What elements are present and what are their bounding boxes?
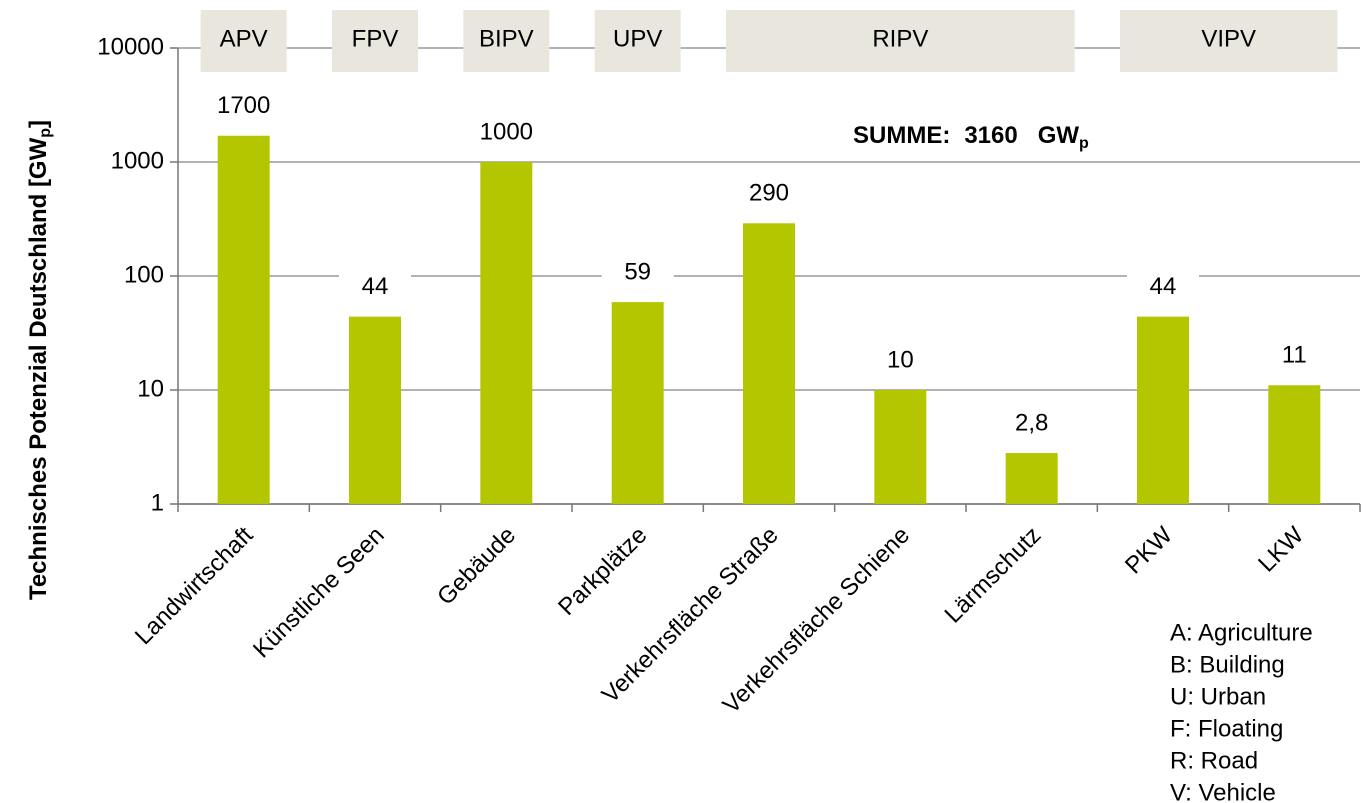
value-label-bg	[1127, 272, 1199, 303]
note: F: Floating	[1170, 715, 1283, 742]
note: A: Agriculture	[1170, 619, 1313, 646]
x-tick-label: Gebäude	[432, 522, 521, 611]
note: U: Urban	[1170, 683, 1266, 710]
bar	[349, 316, 401, 504]
group-label: APV	[220, 25, 268, 52]
note: B: Building	[1170, 651, 1285, 678]
value-label: 1700	[217, 92, 270, 119]
group-box	[332, 10, 418, 72]
value-label: 44	[1150, 273, 1177, 300]
bar	[1137, 316, 1189, 504]
x-tick-label: PKW	[1120, 521, 1178, 579]
bar	[480, 162, 533, 504]
bar	[217, 135, 270, 504]
x-tick-label: Landwirtschaft	[130, 521, 259, 650]
annotation-unit-sub: p	[1079, 135, 1089, 152]
value-label: 59	[624, 258, 651, 285]
group-label: UPV	[613, 25, 662, 52]
y-axis-label: Technisches Potenzial Deutschland [GWp]	[25, 120, 54, 600]
x-tick-label: Parkplätze	[553, 522, 652, 621]
annotation: SUMME: 3160 GWp	[853, 122, 1089, 152]
y-axis-label-sub: p	[37, 128, 54, 138]
group-label: RIPV	[872, 25, 928, 52]
y-tick-label: 10000	[97, 33, 164, 60]
group-label: VIPV	[1201, 25, 1256, 52]
y-tick-label: 10	[137, 375, 164, 402]
y-tick-label: 1	[151, 489, 164, 516]
annotation-bg	[845, 118, 1155, 158]
annotation-value: 3160	[964, 122, 1017, 149]
group-box	[200, 10, 287, 72]
annotation-label: SUMME:	[853, 122, 950, 149]
value-label: 11	[1282, 342, 1307, 369]
y-tick-label: 100	[124, 261, 164, 288]
value-label: 10	[887, 346, 914, 373]
x-tick-label: Lärmschutz	[940, 522, 1047, 629]
x-tick-label: LKW	[1253, 521, 1309, 577]
group-box	[594, 10, 681, 72]
value-label-bg	[601, 258, 674, 289]
group-box	[1120, 10, 1338, 72]
bar	[611, 302, 664, 504]
value-label: 44	[362, 273, 389, 300]
value-label-bg	[733, 179, 805, 210]
value-label: 2,8	[1015, 409, 1048, 436]
y-tick-label: 1000	[111, 147, 164, 174]
group-label: BIPV	[479, 25, 534, 52]
group-box	[726, 10, 1075, 72]
value-label-bg	[470, 118, 543, 148]
group-label: FPV	[352, 25, 399, 52]
value-label-bg	[864, 346, 937, 376]
bar	[874, 390, 927, 504]
value-label: 1000	[480, 118, 533, 145]
bar	[743, 223, 795, 504]
y-axis-label-text: Technisches Potenzial Deutschland [GW	[25, 137, 52, 600]
group-box	[463, 10, 550, 72]
annotation-unit: GW	[1038, 122, 1080, 149]
value-label-bg	[995, 409, 1068, 440]
bar	[1268, 385, 1321, 504]
x-tick-label: Künstliche Seen	[248, 522, 390, 664]
value-label: 290	[749, 180, 789, 207]
note: R: Road	[1170, 747, 1258, 774]
value-label-bg	[207, 91, 280, 122]
y-axis-label-end: ]	[25, 120, 52, 128]
note: V: Vehicle	[1170, 779, 1276, 803]
bar	[1005, 453, 1058, 504]
value-label-bg	[1258, 341, 1331, 372]
value-label-bg	[339, 272, 411, 303]
